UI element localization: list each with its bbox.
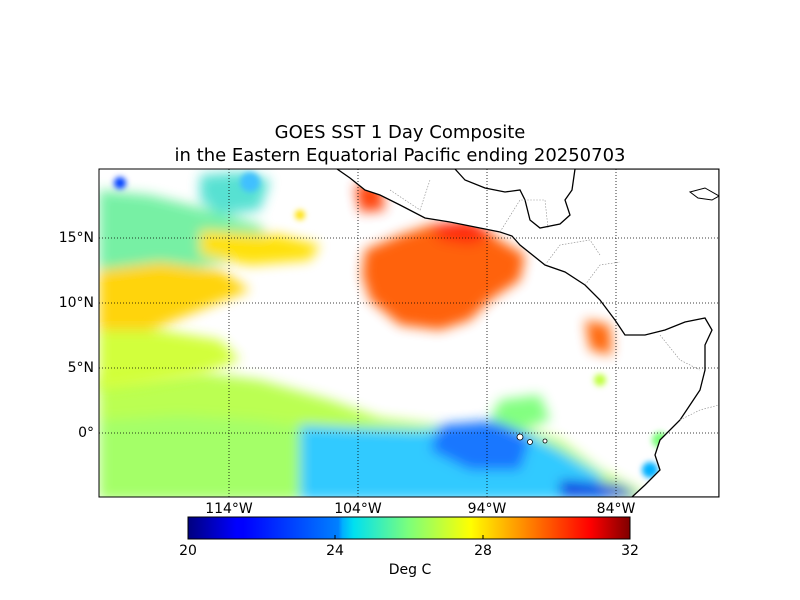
coastline [335,169,719,497]
lat-label-5n: 5°N [67,360,94,376]
lat-label-10n: 10°N [58,295,94,311]
colorbar-label: Deg C [388,562,432,578]
lat-label-0: 0° [78,425,94,441]
map-title-line2: in the Eastern Equatorial Pacific ending… [174,145,626,166]
colorbar [187,516,631,540]
lon-label-114w: 114°W [205,501,253,517]
coastline-north [454,169,576,229]
colorbar-tick-24: 24 [326,543,344,559]
colorbar-tick-28: 28 [474,543,492,559]
graticule [99,169,719,497]
map-title-line1: GOES SST 1 Day Composite [274,122,526,143]
sst-field [99,169,719,497]
map-frame [98,168,720,498]
colorbar-tick-20: 20 [179,543,197,559]
lat-label-15n: 15°N [58,230,94,246]
lon-label-84w: 84°W [596,501,636,517]
lon-label-104w: 104°W [334,501,382,517]
colorbar-tick-32: 32 [621,543,639,559]
lon-label-94w: 94°W [467,501,507,517]
